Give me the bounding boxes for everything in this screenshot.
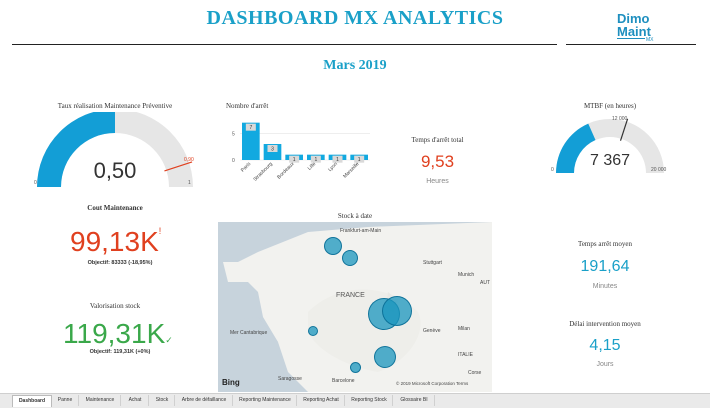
warning-icon: !	[158, 226, 162, 236]
map-label-aut: AUT	[480, 280, 490, 286]
cout-maintenance-title: Cout Maintenance	[87, 204, 143, 212]
bar-paris	[242, 122, 260, 160]
map-bubble-perpignan[interactable]	[350, 362, 361, 373]
map-label-frankfurt: Frankfurt-am-Main	[340, 228, 382, 234]
mtbf-min: 0	[551, 167, 554, 173]
tab-glossaire-bi[interactable]: Glossaire BI	[394, 395, 435, 406]
map-bubble-marseille[interactable]	[374, 346, 396, 368]
gauge-preventive-value: 0,50	[93, 158, 137, 183]
page-tab-bar	[0, 393, 710, 408]
temps-arret-moyen-value: 191,64	[580, 258, 630, 275]
dashboard-title: DASHBOARD MX ANALYTICS	[206, 7, 504, 29]
logo-suffix: MX	[646, 37, 654, 43]
logo-line1: Dimo	[617, 11, 650, 26]
bar-label-bg	[332, 155, 343, 163]
bar-y-tick: 5	[232, 131, 235, 137]
valorisation-stock-kpi: 119,31K✓	[63, 318, 173, 350]
logo-underline	[617, 38, 645, 39]
bar-category-label: Paris	[240, 161, 253, 174]
valorisation-stock-objectif: Objectif: 119,31K (+0%)	[89, 349, 151, 355]
bar-category-label: Marseille	[342, 161, 361, 180]
bar-data-label: 1	[358, 157, 361, 163]
mtbf-gauge-target-marker	[619, 118, 629, 141]
cout-maintenance-objectif: Objectif: 83333 (-18,95%)	[87, 260, 153, 266]
bar-category-label: Strasbourg	[252, 161, 274, 183]
gauge-preventive-fill	[37, 112, 115, 187]
mtbf-value: 7 367	[589, 152, 631, 169]
logo-line2: Maint	[617, 24, 651, 39]
tab-stock[interactable]: Stock	[150, 395, 175, 406]
tab-arbre-defaillance[interactable]: Arbre de défaillance	[176, 395, 233, 406]
bar-label-bg	[310, 155, 321, 163]
bar-label-bg	[354, 155, 365, 163]
map-label-stuttgart: Stuttgart	[423, 260, 442, 266]
bing-logo: Bing	[222, 378, 240, 387]
bar-data-label: 1	[314, 157, 317, 163]
map-bubble-paris[interactable]	[342, 250, 358, 266]
delai-intervention-value: 4,15	[589, 337, 621, 354]
cout-maintenance-value: 99,13K	[70, 226, 159, 257]
mtbf-title: MTBF (en heures)	[583, 102, 637, 110]
map-label-munich: Munich	[458, 272, 475, 278]
tab-achat[interactable]: Achat	[122, 395, 149, 406]
bar-data-label: 1	[293, 157, 296, 163]
valorisation-stock-value: 119,31K	[63, 318, 166, 349]
map-bubble-geneve-area[interactable]	[382, 296, 412, 326]
tab-maintenance[interactable]: Maintenance	[80, 395, 121, 406]
map-label-mer-cantabrique: Mer Cantabrique	[230, 330, 268, 336]
bar-category-label: Bordeaux	[276, 161, 296, 181]
tab-panne[interactable]: Panne	[52, 395, 79, 406]
mtbf-max: 20 000	[651, 167, 667, 173]
delai-intervention-unit: Jours	[596, 361, 614, 368]
bar-data-label: 7	[249, 125, 252, 131]
cout-maintenance-kpi: 99,13K!	[70, 226, 161, 258]
header-rule-right	[566, 44, 696, 45]
check-icon: ✓	[165, 335, 173, 345]
temps-arret-total-value: 9,53	[420, 152, 455, 171]
tab-reporting-achat[interactable]: Reporting Achat	[298, 395, 345, 406]
map-label-france: FRANCE	[336, 292, 365, 299]
bar-category-label: Lyon	[327, 161, 339, 173]
delai-intervention-title: Délai intervention moyen	[569, 320, 641, 328]
period-title: Mars 2019	[323, 58, 387, 73]
temps-arret-moyen-unit: Minutes	[592, 283, 618, 290]
bar-y-tick: 0	[232, 158, 235, 164]
gauge-preventive-max: 1	[188, 180, 191, 186]
bar-label-bg	[289, 155, 300, 163]
gauge-preventive-min: 0	[34, 180, 37, 186]
bar-data-label: 1	[336, 157, 339, 163]
bar-category-label: Lille	[307, 161, 318, 172]
bar-label-bg	[245, 123, 256, 131]
stock-map[interactable]: Frankfurt-am-Main Stuttgart Munich AUT F…	[218, 222, 492, 392]
nombre-arret-chart: 05 7Paris3Strasbourg1Bordeaux1Lille1Lyon…	[232, 122, 370, 183]
mtbf-gauge	[556, 118, 664, 173]
map-label-corse: Corse	[468, 370, 482, 376]
mtbf-gauge-fill	[556, 123, 596, 173]
bar-data-label: 3	[271, 147, 274, 153]
map-label-italie: ITALIE	[458, 352, 473, 358]
valorisation-stock-title: Valorisation stock	[89, 302, 141, 310]
gauge-preventive-target-marker	[164, 161, 193, 172]
tab-dashboard[interactable]: Dashboard	[12, 395, 52, 407]
map-bubble-lille[interactable]	[324, 237, 342, 255]
tab-reporting-stock[interactable]: Reporting Stock	[346, 395, 393, 406]
nombre-arret-title: Nombre d'arrêt	[226, 102, 269, 110]
map-label-barcelone: Barcelone	[332, 378, 355, 384]
tab-reporting-maintenance[interactable]: Reporting Maintenance	[234, 395, 297, 406]
map-label-geneve: Genève	[423, 328, 441, 334]
mtbf-target-label: 12 000	[612, 116, 628, 122]
map-attribution[interactable]: © 2019 Microsoft Corporation Terms	[396, 381, 469, 386]
gauge-preventive	[37, 112, 193, 187]
temps-arret-total-unit: Heures	[426, 178, 449, 185]
bar-label-bg	[267, 145, 278, 152]
header-rule-left	[12, 44, 557, 45]
temps-arret-moyen-title: Temps arrêt moyen	[578, 240, 632, 248]
temps-arret-total-title: Temps d'arrêt total	[411, 136, 464, 144]
map-label-milan: Milan	[458, 326, 470, 332]
gauge-preventive-title: Taux réalisation Maintenance Préventive	[57, 102, 173, 110]
map-bubble-bordeaux[interactable]	[308, 326, 318, 336]
gauge-preventive-target-label: 0,90	[184, 157, 194, 163]
map-label-saragosse: Saragosse	[278, 376, 302, 382]
stock-title: Stock à date	[337, 212, 373, 220]
